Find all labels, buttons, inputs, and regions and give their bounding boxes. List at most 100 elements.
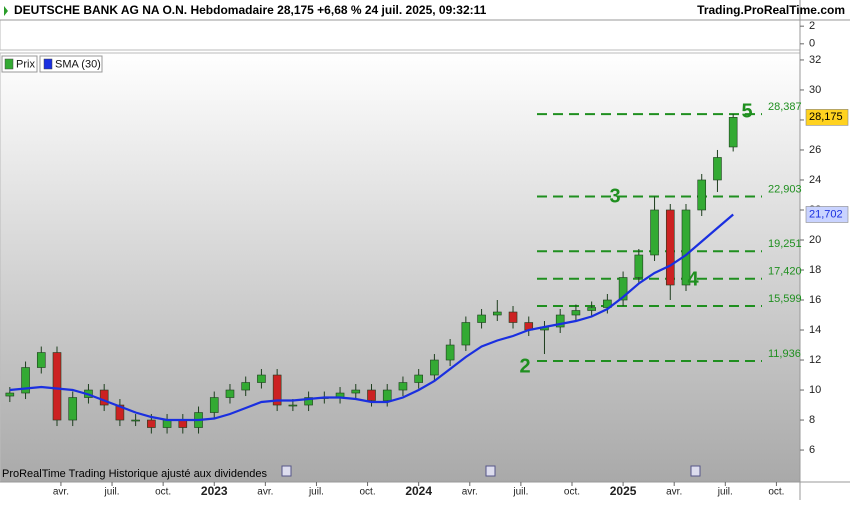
y-tick-label: 10 — [809, 384, 821, 396]
x-tick-label: avr. — [462, 487, 478, 498]
candle-body — [618, 277, 628, 301]
level-label: 17,420 — [768, 266, 802, 278]
candle-body — [571, 310, 581, 316]
candle-body — [665, 209, 675, 286]
x-tick-label: juil. — [512, 487, 528, 498]
legend-label: SMA (30) — [55, 58, 101, 70]
candle-body — [555, 314, 565, 328]
candle-body — [398, 382, 408, 391]
candle-body — [587, 307, 596, 311]
y-tick-label: 24 — [809, 174, 821, 186]
annotation: 3 — [609, 185, 620, 207]
candle-body — [115, 404, 125, 421]
candle-body — [178, 419, 188, 428]
calendar-icon — [690, 465, 701, 477]
candle-body — [131, 419, 140, 422]
candle-body — [304, 397, 313, 406]
candle-body — [36, 352, 46, 368]
candle-body — [241, 382, 251, 391]
candle-body — [272, 374, 282, 406]
x-tick-label: avr. — [53, 487, 69, 498]
candle-body — [603, 299, 612, 308]
candle-body — [21, 367, 30, 394]
indicator-tick-label: 2 — [809, 20, 815, 32]
candle-body — [382, 389, 392, 401]
candle-body — [650, 209, 659, 256]
candle-body — [461, 322, 471, 346]
candle-body — [147, 419, 156, 428]
candle-body — [52, 352, 62, 421]
legend-swatch — [4, 58, 14, 70]
candle-body — [430, 359, 439, 376]
candle-body — [697, 179, 707, 211]
x-tick-label: oct. — [360, 487, 376, 498]
level-label: 22,903 — [768, 183, 802, 195]
sma-tag-box — [805, 206, 849, 223]
level-label: 15,599 — [768, 293, 802, 305]
sma-tag: 21,702 — [809, 208, 843, 220]
legend-label: Prix — [16, 58, 35, 70]
source: Trading.ProRealTime.com — [697, 3, 845, 17]
candle-body — [681, 209, 691, 286]
legend-box — [39, 55, 103, 73]
y-tick-label: 14 — [809, 324, 821, 336]
x-tick-label: juil. — [717, 487, 733, 498]
candle-body — [288, 404, 298, 407]
candle-body — [5, 392, 15, 397]
candle-body — [477, 314, 486, 323]
y-tick-label: 8 — [809, 414, 815, 426]
candle-body — [257, 374, 266, 383]
candle-body — [713, 157, 722, 181]
x-tick-label: 2025 — [610, 484, 637, 498]
candle-body — [508, 311, 518, 323]
x-tick-label: oct. — [155, 487, 171, 498]
level-label: 19,251 — [768, 238, 802, 250]
annotation: 5 — [741, 100, 752, 122]
x-tick-label: avr. — [257, 487, 273, 498]
y-tick-label: 32 — [809, 54, 821, 66]
y-tick-label: 6 — [809, 444, 815, 456]
x-tick-label: juil. — [104, 487, 120, 498]
last-price-tag-box — [805, 109, 849, 126]
x-tick-label: 2024 — [405, 484, 432, 498]
candle-body — [225, 389, 235, 398]
candle-body — [728, 117, 738, 148]
candle-body — [492, 311, 502, 316]
legend-swatch — [43, 58, 53, 70]
sma-line — [9, 213, 734, 422]
indicator-panel — [0, 19, 801, 51]
indicator-tick-label: 0 — [809, 38, 815, 50]
y-tick-label: 16 — [809, 294, 821, 306]
x-tick-label: juil. — [308, 487, 324, 498]
header-icon — [4, 6, 8, 16]
candle-body — [99, 389, 109, 406]
candle-body — [209, 397, 219, 413]
candle-body — [351, 389, 361, 394]
candle-body — [162, 419, 172, 428]
x-tick-label: oct. — [768, 487, 784, 498]
y-tick-label: 30 — [809, 84, 821, 96]
candle-body — [68, 397, 78, 421]
x-tick-label: oct. — [564, 487, 580, 498]
y-tick-label: 18 — [809, 264, 821, 276]
annotation: 2 — [519, 355, 530, 377]
footer: ProRealTime Trading Historique ajusté au… — [2, 468, 267, 480]
level-label: 28,387 — [768, 101, 802, 113]
candle-body — [414, 374, 423, 383]
calendar-icon — [485, 465, 496, 477]
candle-body — [367, 389, 376, 401]
y-tick-label: 12 — [809, 354, 821, 366]
x-tick-label: 2023 — [201, 484, 228, 498]
last-price-tag: 28,175 — [809, 111, 843, 123]
level-label: 11,936 — [768, 348, 801, 360]
calendar-icon — [281, 465, 292, 477]
y-tick-label: 20 — [809, 234, 821, 246]
y-tick-label: 26 — [809, 144, 821, 156]
chart-title: DEUTSCHE BANK AG NA O.N. Hebdomadaire 28… — [14, 3, 487, 17]
annotation: 4 — [687, 268, 699, 290]
calendar-icons — [281, 465, 701, 477]
candle-body — [445, 344, 455, 361]
x-tick-label: avr. — [666, 487, 682, 498]
